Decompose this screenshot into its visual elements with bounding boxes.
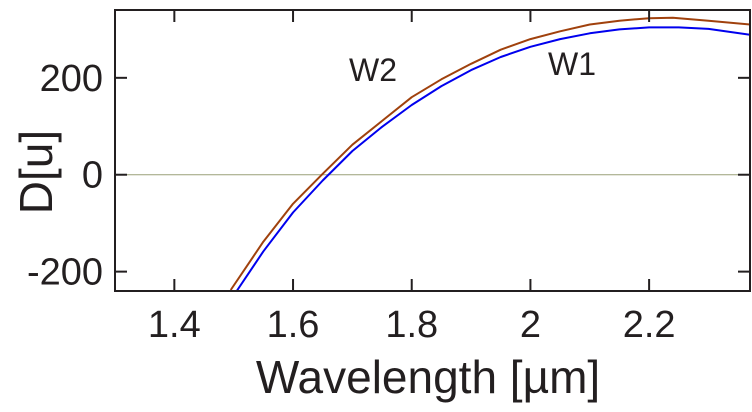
plot-background xyxy=(115,10,750,291)
series-line-w2 xyxy=(229,16,750,291)
y-axis-title: D[u] xyxy=(10,130,62,214)
series-label-w2: W2 xyxy=(349,52,397,88)
x-axis-title: Wavelength [µm] xyxy=(256,351,600,403)
series-label-w1: W1 xyxy=(548,46,596,82)
y-tick-label: 200 xyxy=(40,58,103,100)
y-tick-label: -200 xyxy=(27,252,103,294)
x-tick-label: 1.6 xyxy=(267,304,320,346)
x-tick-label: 1.4 xyxy=(148,304,201,346)
x-tick-label: 1.8 xyxy=(385,304,438,346)
x-tick-label: 2.2 xyxy=(623,304,676,346)
y-tick-label: 0 xyxy=(82,155,103,197)
plot-frame xyxy=(114,9,751,292)
series-line-w1 xyxy=(235,26,750,291)
x-tick-label: 2 xyxy=(520,304,541,346)
